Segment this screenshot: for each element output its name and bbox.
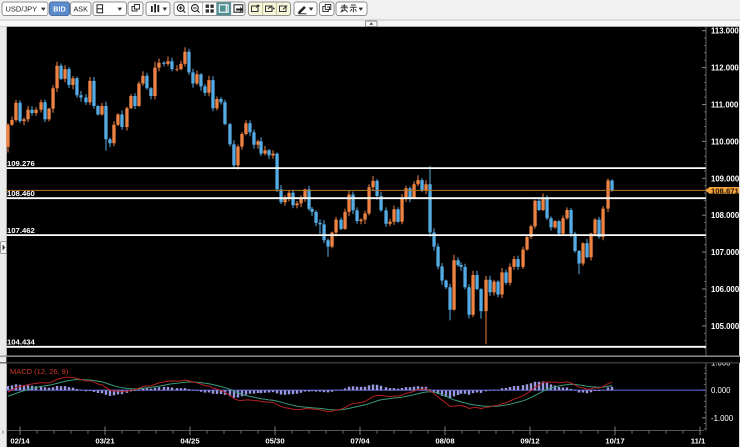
svg-text:109.276: 109.276 xyxy=(7,159,35,168)
svg-text:107.462: 107.462 xyxy=(7,226,35,235)
svg-text:07/04: 07/04 xyxy=(350,437,370,446)
svg-text:05/30: 05/30 xyxy=(265,437,284,446)
svg-text:108.460: 108.460 xyxy=(7,189,35,198)
svg-text:106.000: 106.000 xyxy=(711,285,740,294)
svg-text:112.000: 112.000 xyxy=(711,64,739,73)
svg-text:BID: BID xyxy=(53,4,65,13)
svg-text:03/21: 03/21 xyxy=(95,437,115,446)
svg-text:111.000: 111.000 xyxy=(711,101,739,110)
svg-text:107.000: 107.000 xyxy=(711,248,740,257)
svg-text:108.000: 108.000 xyxy=(711,211,740,220)
svg-text:104.434: 104.434 xyxy=(7,338,36,347)
svg-text:ASK: ASK xyxy=(74,4,89,13)
svg-text:USD/JPY: USD/JPY xyxy=(6,5,38,14)
svg-text:11/1: 11/1 xyxy=(691,437,706,446)
svg-text:0.000: 0.000 xyxy=(711,386,731,395)
svg-text:MACD (12, 26, 9): MACD (12, 26, 9) xyxy=(10,367,69,376)
svg-text:110.000: 110.000 xyxy=(711,137,739,146)
svg-text:09/12: 09/12 xyxy=(520,437,539,446)
svg-text:08/08: 08/08 xyxy=(435,437,455,446)
svg-text:10/17: 10/17 xyxy=(605,437,624,446)
svg-text:-1.000: -1.000 xyxy=(711,414,734,423)
svg-text:105.000: 105.000 xyxy=(711,322,740,331)
svg-text:113.000: 113.000 xyxy=(711,27,739,36)
svg-text:108.671: 108.671 xyxy=(711,186,740,195)
svg-text:04/25: 04/25 xyxy=(180,437,200,446)
svg-text:02/14: 02/14 xyxy=(10,437,30,446)
svg-text:109.000: 109.000 xyxy=(711,174,740,183)
